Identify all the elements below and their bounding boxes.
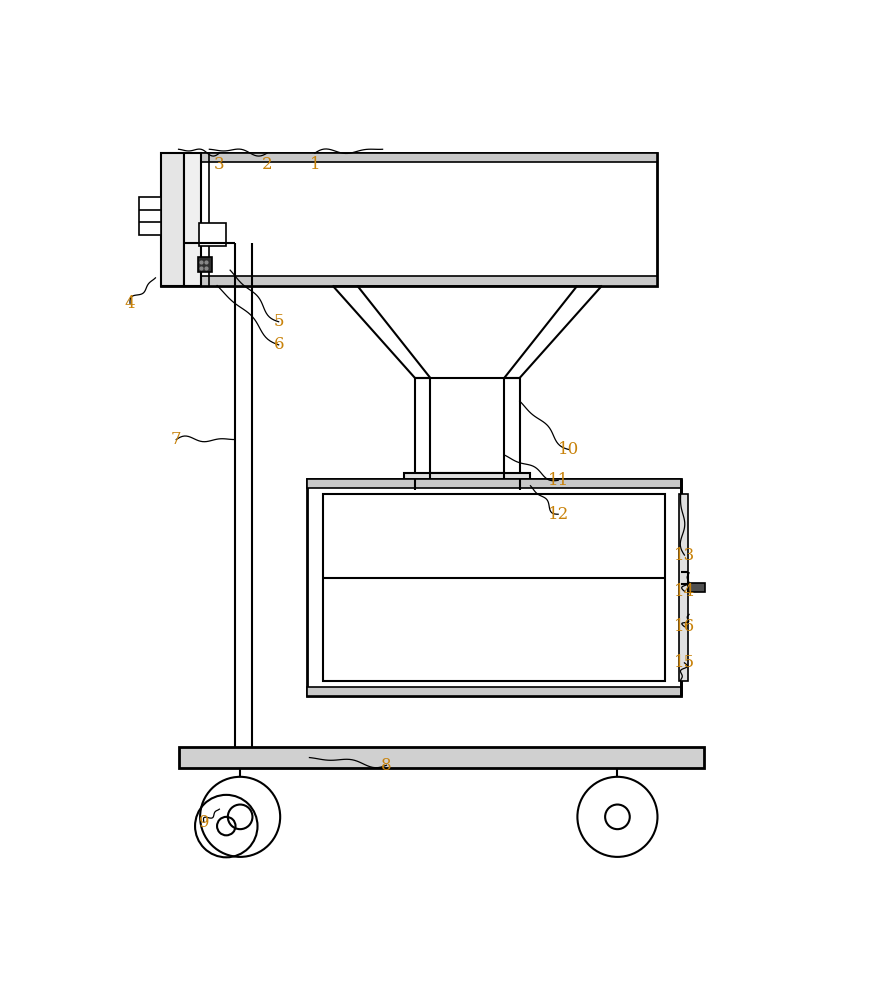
Bar	[160, 153, 657, 286]
Text: 7: 7	[171, 431, 182, 448]
Text: 16: 16	[673, 618, 695, 635]
Text: 14: 14	[673, 583, 695, 600]
Text: 4: 4	[125, 295, 136, 312]
Bar	[178, 747, 703, 768]
Text: 5: 5	[273, 313, 284, 330]
Bar	[679, 494, 688, 681]
Text: 3: 3	[214, 156, 224, 173]
Text: 9: 9	[198, 814, 209, 831]
Text: 2: 2	[261, 156, 272, 173]
Bar	[199, 223, 226, 246]
Text: 6: 6	[273, 336, 284, 353]
Bar	[323, 494, 664, 681]
Text: 1: 1	[309, 156, 320, 173]
Text: 13: 13	[673, 547, 695, 564]
Text: 15: 15	[673, 654, 695, 671]
Bar	[307, 479, 680, 696]
Text: 12: 12	[547, 506, 568, 523]
Bar	[198, 257, 212, 272]
Bar	[688, 583, 704, 592]
Bar	[139, 197, 160, 235]
Bar	[307, 479, 680, 488]
Text: 8: 8	[381, 757, 392, 774]
Text: 11: 11	[547, 472, 568, 489]
Text: 10: 10	[557, 441, 579, 458]
Bar	[183, 153, 200, 286]
Bar	[160, 276, 657, 286]
Bar	[404, 473, 530, 490]
Bar	[160, 153, 657, 162]
Bar	[160, 153, 183, 286]
Bar	[307, 687, 680, 696]
